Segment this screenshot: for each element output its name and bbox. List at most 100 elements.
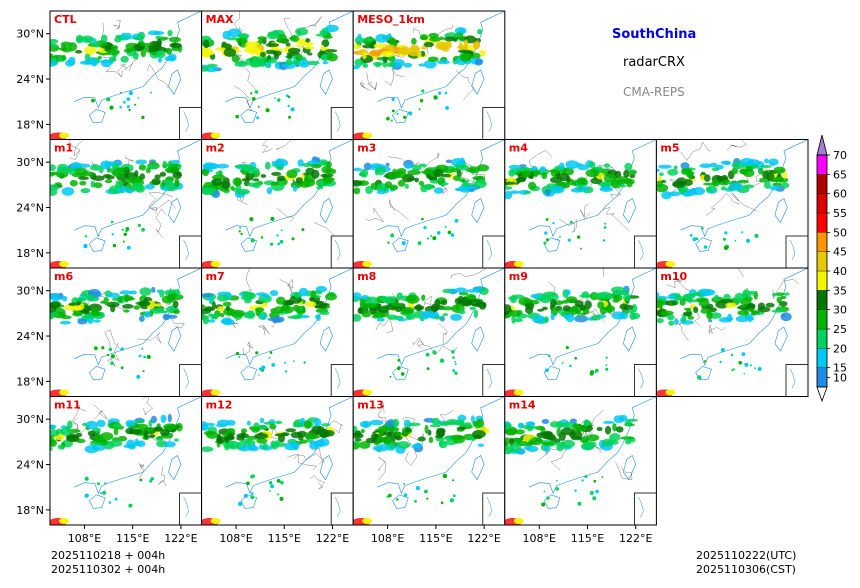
- scattered-echo: [293, 360, 295, 362]
- echo-cell: [665, 300, 678, 306]
- echo-cell: [557, 420, 563, 429]
- echo-cell: [708, 319, 713, 323]
- echo-cell: [561, 300, 569, 304]
- echo-cell: [163, 441, 176, 448]
- scs-inset: [634, 492, 657, 525]
- panel-background: [353, 139, 505, 268]
- scattered-echo: [442, 473, 448, 479]
- echo-cell: [50, 305, 57, 313]
- scattered-echo: [290, 107, 295, 112]
- scattered-echo: [454, 371, 458, 375]
- echo-cell: [570, 436, 583, 441]
- echo-cell: [217, 306, 225, 312]
- echo-cell: [407, 47, 420, 57]
- taiwan-outline: [774, 198, 788, 224]
- scs-inset: [634, 235, 657, 268]
- scs-inset-coast: [486, 111, 493, 132]
- echo-cell: [173, 309, 180, 315]
- echo-cell: [305, 167, 315, 175]
- echo-cell: [421, 310, 436, 318]
- colorbar-tick-label: 25: [833, 323, 847, 336]
- scattered-echo: [109, 105, 114, 110]
- echo-cell: [265, 43, 279, 48]
- echo-cell: [453, 175, 462, 182]
- scattered-echo: [723, 245, 729, 250]
- echo-cell: [120, 55, 129, 63]
- hainan-outline: [543, 237, 561, 252]
- echo-cell: [169, 163, 182, 167]
- echo-cell: [295, 61, 300, 66]
- lat-tick-label: 18°N: [16, 504, 44, 517]
- scattered-echo: [258, 367, 262, 371]
- scattered-echo: [574, 489, 577, 492]
- echo-cell: [764, 180, 771, 189]
- echo-cell: [317, 426, 322, 435]
- edge-echo: [59, 132, 69, 139]
- scattered-echo: [438, 91, 442, 95]
- scattered-echo: [449, 498, 454, 503]
- scattered-echo: [432, 350, 437, 355]
- echo-cell: [75, 34, 84, 44]
- echo-cell: [297, 44, 302, 48]
- echo-cell: [50, 39, 59, 44]
- echo-cell: [624, 439, 632, 445]
- echo-cell: [101, 34, 108, 43]
- echo-cell: [305, 301, 317, 308]
- province-border: [316, 420, 343, 435]
- echo-cell: [85, 420, 98, 430]
- scattered-echo: [454, 361, 457, 363]
- scattered-echo: [433, 95, 438, 100]
- echo-cell: [360, 168, 369, 178]
- province-border: [246, 268, 252, 292]
- echo-cell: [226, 37, 240, 41]
- scattered-echo: [749, 364, 752, 367]
- echo-cell: [404, 428, 411, 433]
- scattered-echo: [397, 358, 401, 362]
- echo-cell: [458, 310, 466, 315]
- lat-tick-label: 24°N: [16, 459, 44, 472]
- echo-cell: [537, 308, 544, 312]
- echo-cell: [236, 435, 245, 441]
- echo-cell: [449, 288, 456, 294]
- echo-cell: [477, 443, 485, 447]
- panel-background: [656, 139, 808, 268]
- echo-cell: [287, 315, 299, 319]
- scattered-echo: [134, 103, 137, 106]
- edge-echo: [59, 389, 69, 396]
- echo-cell: [429, 424, 441, 428]
- echo-cell: [440, 306, 454, 311]
- hainan-outline: [88, 365, 106, 381]
- variable-label: radarCRX: [623, 55, 685, 70]
- scs-inset-coast: [486, 368, 493, 389]
- echo-cell: [780, 295, 787, 300]
- echo-cell: [453, 164, 468, 168]
- panel-label: m14: [509, 399, 536, 412]
- echo-cell: [524, 302, 535, 310]
- echo-cell: [67, 420, 73, 429]
- echo-cell: [569, 306, 579, 315]
- valid-time-cst: 2025110306(CST): [696, 563, 796, 576]
- echo-cell: [724, 160, 731, 166]
- scattered-echo: [271, 363, 276, 367]
- hainan-outline: [240, 365, 258, 381]
- echo-cell: [454, 420, 465, 426]
- echo-cell: [354, 58, 364, 67]
- echo-cell: [521, 170, 532, 178]
- echo-cell: [614, 170, 622, 178]
- echo-cell: [597, 301, 605, 309]
- echo-cell: [144, 184, 155, 190]
- scattered-echo: [545, 368, 549, 373]
- echo-cell: [372, 62, 383, 66]
- echo-cell: [394, 171, 401, 177]
- echo-cell: [126, 188, 133, 194]
- echo-cell: [234, 310, 245, 318]
- panel-background: [353, 11, 505, 140]
- echo-cell: [457, 295, 465, 305]
- echo-cell: [559, 162, 565, 170]
- taiwan-outline: [471, 326, 485, 352]
- echo-cell: [666, 314, 675, 321]
- echo-cell: [619, 184, 627, 188]
- hainan-outline: [695, 237, 712, 252]
- echo-cell: [656, 318, 664, 324]
- panel-label: m1: [54, 142, 73, 155]
